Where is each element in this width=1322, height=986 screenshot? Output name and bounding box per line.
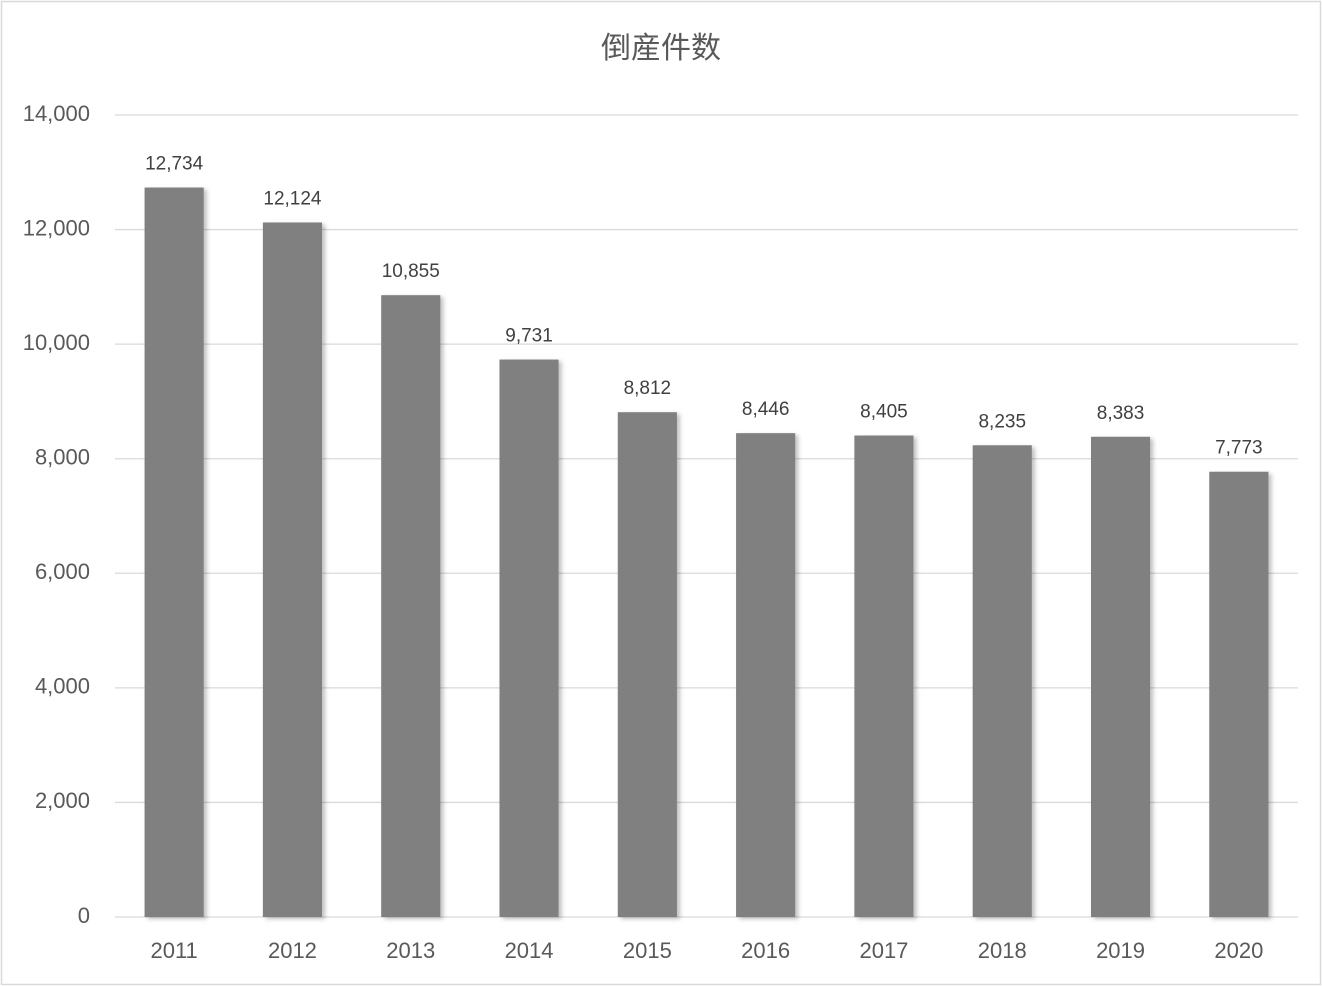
x-tick-label: 2019 [1096,938,1145,963]
x-tick-label: 2011 [150,938,197,963]
data-label: 8,812 [624,378,672,399]
data-label: 12,124 [263,188,322,209]
x-tick-label: 2017 [859,938,908,963]
y-tick-label: 14,000 [23,101,90,126]
bar [972,445,1032,917]
bar [1209,471,1269,917]
y-tick-label: 6,000 [35,559,90,584]
bar [262,222,323,917]
x-tick-label: 2013 [386,938,435,963]
data-label: 12,734 [145,154,204,175]
x-tick-label: 2016 [741,938,790,963]
bar [144,187,204,918]
bar [381,295,441,917]
data-label: 10,855 [382,261,440,282]
x-tick-label: 2020 [1214,938,1263,963]
bar [854,435,914,917]
data-label: 8,405 [860,402,908,423]
data-label: 8,446 [742,399,790,420]
x-tick-label: 2015 [623,938,672,963]
y-tick-label: 8,000 [35,445,90,470]
bar [617,412,677,917]
data-label: 7,773 [1215,438,1263,459]
data-label: 8,383 [1097,403,1145,424]
y-tick-label: 0 [78,903,90,928]
bar [499,359,559,917]
chart-title: 倒産件数 [601,32,721,65]
y-tick-label: 10,000 [23,330,90,355]
x-tick-label: 2012 [268,938,317,963]
y-tick-label: 12,000 [23,215,90,240]
bar [736,433,796,917]
y-tick-label: 2,000 [35,788,90,813]
x-tick-label: 2018 [978,938,1027,963]
data-label: 9,731 [505,326,553,347]
bar [1090,436,1151,917]
y-tick-label: 4,000 [35,674,90,699]
data-label: 8,235 [978,411,1026,432]
x-tick-label: 2014 [505,938,554,963]
